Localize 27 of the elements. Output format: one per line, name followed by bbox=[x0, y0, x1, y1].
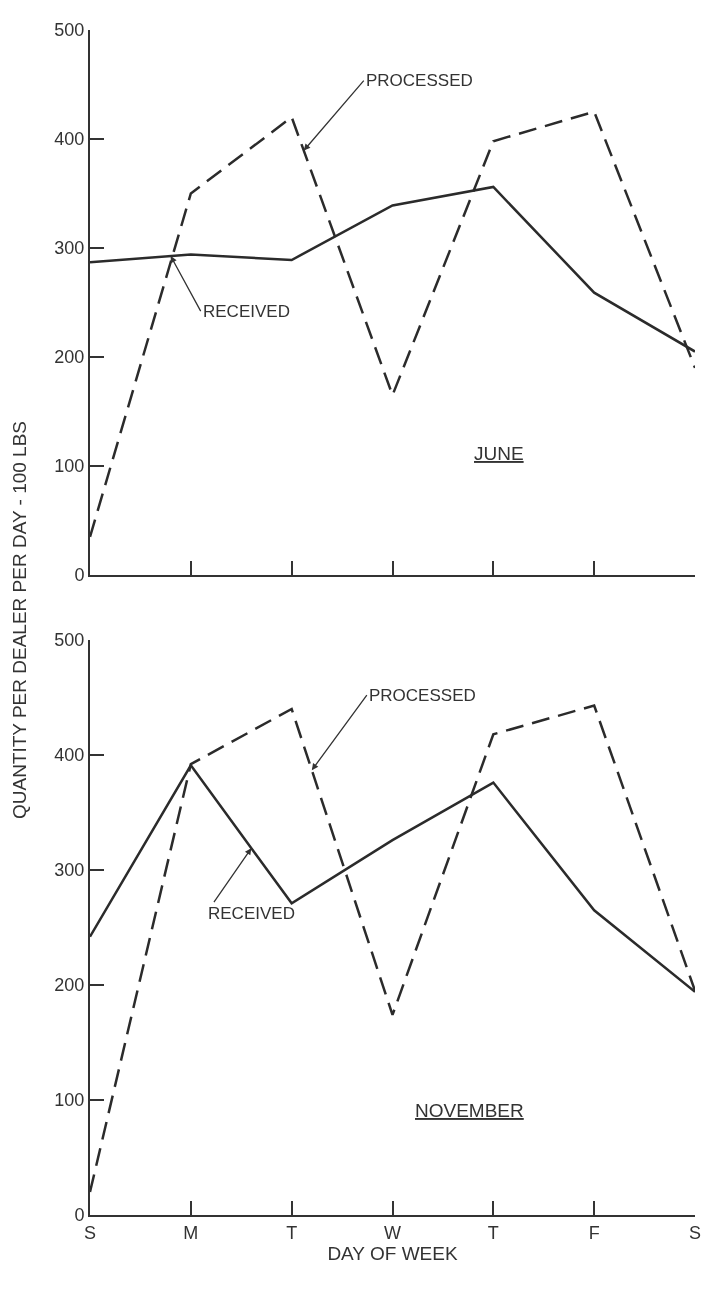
x-tick-label: W bbox=[384, 1222, 401, 1243]
y-tick-label: 100 bbox=[54, 1090, 85, 1111]
text: PROCESSED bbox=[366, 71, 473, 90]
text: PROCESSED bbox=[369, 686, 476, 705]
x-tick-label: M bbox=[183, 1222, 199, 1243]
y-tick-label: 0 bbox=[74, 565, 85, 586]
y-tick-label: 500 bbox=[54, 630, 85, 651]
y-tick-label: 500 bbox=[54, 20, 85, 41]
y-tick-label: 400 bbox=[54, 745, 85, 766]
y-tick-label: 0 bbox=[74, 1205, 85, 1226]
y-axis-title: QUANTITY PER DEALER PER DAY - 100 LBS bbox=[9, 420, 31, 820]
y-tick-label: 200 bbox=[54, 347, 85, 368]
annotation: NOVEMBER bbox=[415, 1100, 524, 1121]
y-tick-label: 300 bbox=[54, 860, 85, 881]
x-tick-label: T bbox=[487, 1222, 499, 1243]
x-tick-label: T bbox=[286, 1222, 298, 1243]
x-axis-title: DAY OF WEEK bbox=[327, 1242, 458, 1264]
x-tick-label: S bbox=[83, 1222, 97, 1243]
y-tick-label: 100 bbox=[54, 456, 85, 477]
y-tick-label: 200 bbox=[54, 975, 85, 996]
y-tick-label: 400 bbox=[54, 129, 85, 150]
x-tick-label: S bbox=[688, 1222, 702, 1243]
text: RECEIVED bbox=[203, 302, 290, 321]
y-tick-label: 300 bbox=[54, 238, 85, 259]
annotation: JUNE bbox=[474, 443, 524, 464]
series-label: RECEIVED bbox=[208, 904, 295, 923]
x-tick-label: F bbox=[588, 1222, 600, 1243]
